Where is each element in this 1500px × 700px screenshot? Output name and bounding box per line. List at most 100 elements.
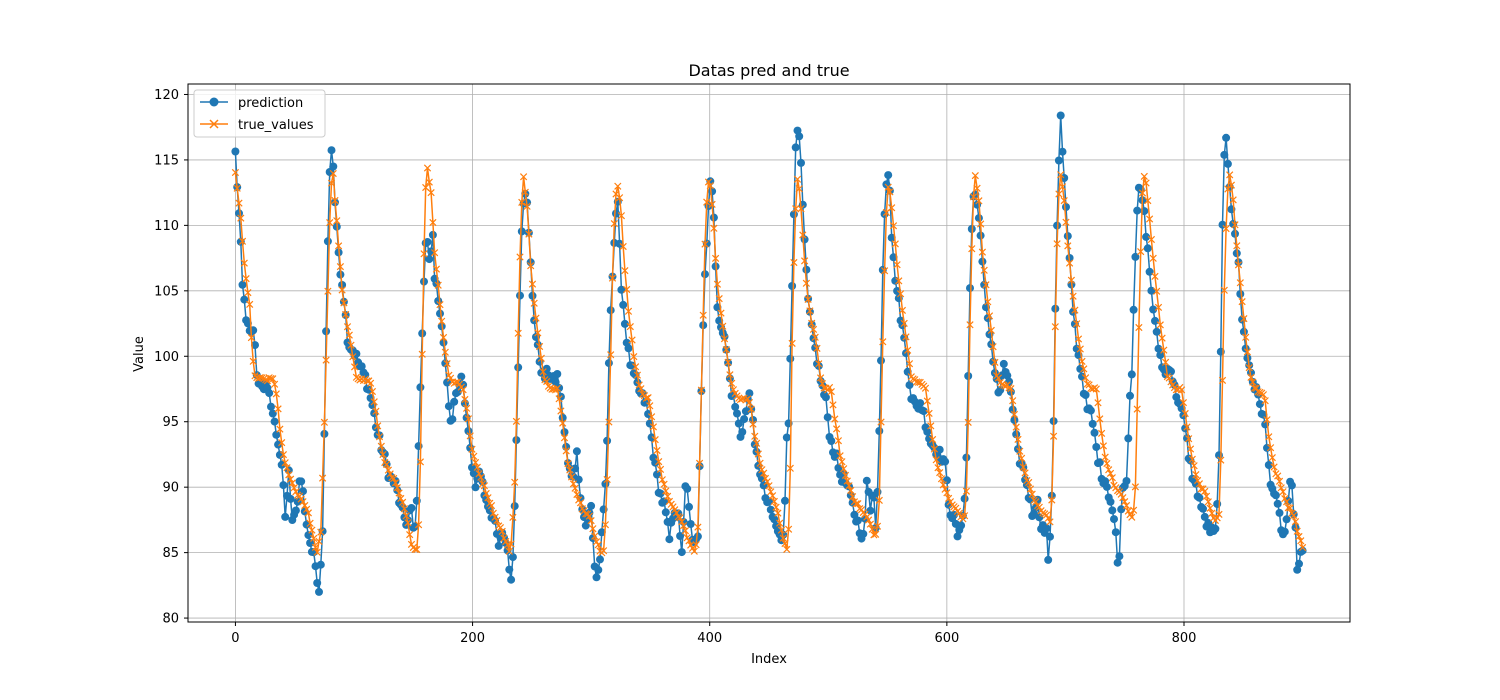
- data-point: [854, 499, 862, 508]
- data-point: [1073, 320, 1081, 328]
- data-point: [1179, 398, 1188, 407]
- data-point: [1295, 532, 1303, 541]
- data-point: [311, 543, 320, 552]
- data-point: [816, 374, 825, 382]
- data-point: [870, 531, 878, 539]
- data-point: [1156, 321, 1164, 329]
- data-point: [608, 274, 617, 282]
- data-point: [1065, 259, 1074, 267]
- data-point: [511, 478, 519, 486]
- data-point: [896, 290, 905, 298]
- data-point: [843, 477, 851, 485]
- data-point: [434, 281, 442, 289]
- data-point: [1280, 527, 1289, 536]
- data-point: [942, 476, 951, 485]
- data-point: [1197, 485, 1205, 493]
- data-point: [1195, 480, 1204, 488]
- data-point: [727, 379, 736, 387]
- data-point: [411, 522, 420, 531]
- data-point: [364, 385, 373, 394]
- data-point: [895, 277, 903, 285]
- data-point: [475, 470, 483, 478]
- data-point: [1293, 565, 1302, 574]
- data-point: [334, 242, 343, 250]
- data-point: [489, 509, 497, 517]
- data-point: [905, 360, 914, 368]
- data-point: [1183, 423, 1191, 431]
- data-point: [603, 475, 611, 484]
- data-point: [493, 516, 501, 525]
- data-point: [770, 497, 778, 506]
- data-point: [1143, 244, 1152, 253]
- data-point: [758, 466, 766, 474]
- data-point: [368, 387, 377, 396]
- data-point: [845, 482, 853, 490]
- data-point: [779, 534, 787, 542]
- data-point: [704, 178, 713, 186]
- data-point: [327, 179, 336, 187]
- data-point: [1131, 252, 1140, 261]
- data-point: [800, 257, 809, 265]
- data-point: [551, 378, 560, 387]
- data-point: [270, 380, 279, 388]
- data-point: [768, 492, 777, 500]
- data-point: [984, 298, 992, 306]
- data-point: [884, 171, 893, 180]
- data-point: [660, 480, 668, 488]
- data-point: [1218, 376, 1227, 385]
- data-point: [811, 333, 819, 341]
- data-point: [847, 486, 855, 495]
- data-point: [1215, 510, 1223, 519]
- data-point: [604, 359, 613, 368]
- data-point: [813, 344, 821, 353]
- data-point: [1156, 351, 1165, 360]
- data-point: [646, 402, 654, 410]
- data-point: [877, 418, 885, 426]
- data-point: [921, 384, 930, 392]
- data-point: [809, 325, 818, 334]
- data-point: [1273, 499, 1282, 508]
- data-point: [1190, 462, 1198, 470]
- data-point: [1255, 400, 1264, 409]
- data-point: [797, 205, 805, 213]
- data-point: [429, 218, 437, 227]
- data-point: [701, 270, 709, 279]
- data-point: [891, 240, 899, 248]
- data-point: [302, 505, 311, 513]
- data-point: [630, 352, 638, 361]
- data-point: [974, 214, 983, 223]
- data-point: [1048, 496, 1056, 504]
- data-point: [1129, 506, 1138, 514]
- data-point: [1003, 371, 1012, 380]
- data-point: [299, 498, 307, 506]
- data-point: [1128, 513, 1136, 521]
- data-point: [1277, 484, 1285, 492]
- data-point: [267, 402, 275, 411]
- data-point: [955, 509, 963, 517]
- data-point: [343, 323, 352, 331]
- data-point: [441, 348, 449, 356]
- data-point: [722, 345, 730, 354]
- data-point: [788, 282, 797, 290]
- data-point: [1026, 485, 1035, 493]
- data-point: [969, 193, 978, 201]
- data-point: [413, 545, 421, 554]
- data-point: [651, 435, 659, 444]
- data-point: [1213, 514, 1221, 522]
- data-point: [297, 477, 306, 486]
- data-point: [957, 521, 966, 530]
- x-tick-label: 400: [697, 631, 722, 646]
- data-point: [879, 338, 887, 346]
- data-point: [308, 526, 316, 534]
- data-point: [363, 377, 371, 385]
- data-point: [1058, 183, 1067, 191]
- data-point: [745, 398, 754, 407]
- data-point: [752, 439, 761, 447]
- data-point: [786, 354, 795, 363]
- data-point: [366, 379, 375, 387]
- data-point: [317, 528, 325, 536]
- data-point: [555, 395, 563, 403]
- data-point: [390, 474, 398, 483]
- data-point: [587, 516, 595, 525]
- data-point: [453, 387, 462, 396]
